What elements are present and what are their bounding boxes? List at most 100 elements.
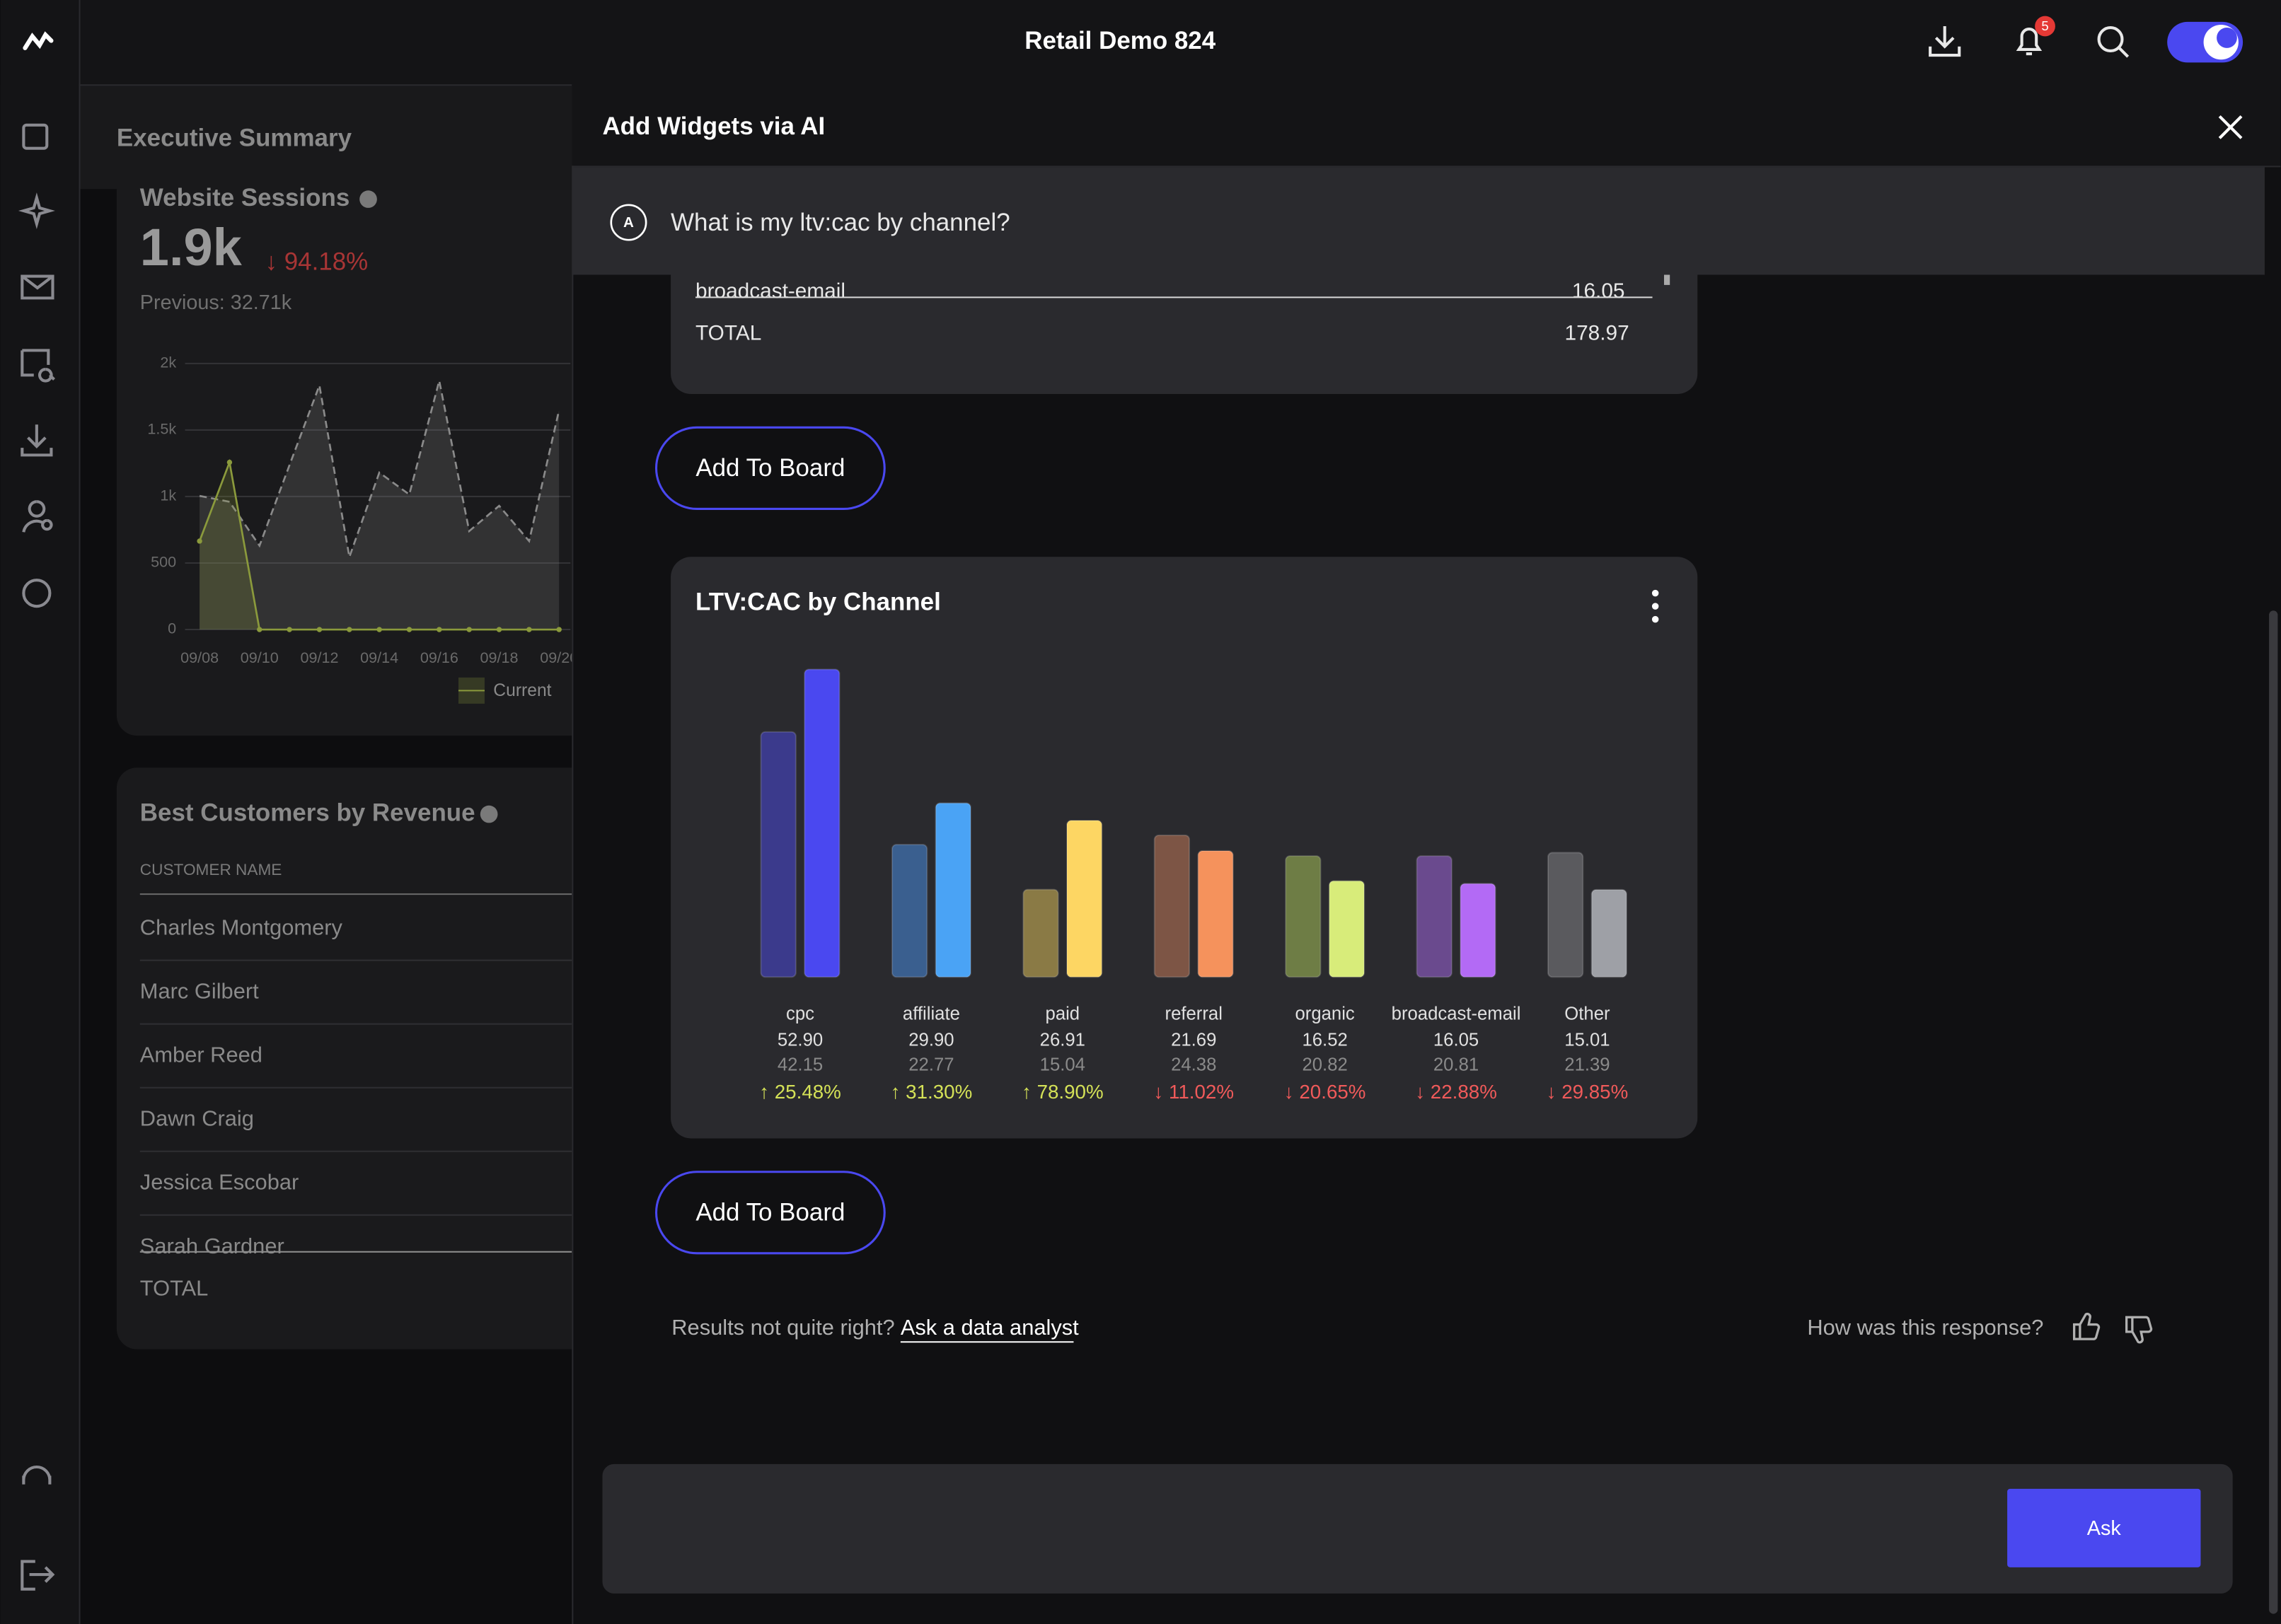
area bbox=[200, 462, 560, 630]
bar bbox=[804, 668, 841, 978]
customers-card bbox=[116, 767, 597, 1350]
close-button[interactable] bbox=[2218, 115, 2243, 139]
change-label: ↓ 11.02% bbox=[1153, 1081, 1234, 1103]
value-label: 15.01 bbox=[1564, 1031, 1610, 1050]
bar bbox=[1066, 820, 1103, 978]
category-label: affiliate bbox=[903, 1004, 960, 1024]
thumbs-up[interactable] bbox=[2072, 1313, 2101, 1340]
kebab-menu[interactable] bbox=[1651, 589, 1659, 623]
moon-icon bbox=[2217, 28, 2237, 48]
ask-button-label: Ask bbox=[2087, 1517, 2122, 1540]
kpi-value: 1.9k bbox=[140, 218, 243, 277]
nav-icon[interactable] bbox=[22, 500, 53, 533]
download-icon[interactable] bbox=[1929, 25, 1961, 57]
bar bbox=[1022, 888, 1059, 978]
widget-title: Website Sessions bbox=[140, 184, 350, 211]
add-button[interactable] bbox=[654, 426, 886, 510]
table-cell: 16.05 bbox=[1572, 279, 1625, 303]
point bbox=[257, 627, 262, 632]
x-tick-label: 09/08 bbox=[180, 649, 219, 666]
point bbox=[526, 627, 532, 632]
add-button[interactable] bbox=[654, 1171, 886, 1255]
legend-label: Current bbox=[493, 681, 551, 700]
nav-icon[interactable] bbox=[18, 192, 55, 230]
change-label: ↓ 22.88% bbox=[1415, 1081, 1497, 1103]
bell-icon[interactable] bbox=[2016, 28, 2043, 56]
kpi-change: ↓ 94.18% bbox=[265, 248, 369, 275]
question: What is my ltv:cac by channel? bbox=[671, 209, 1010, 236]
bar bbox=[1590, 888, 1627, 978]
bar bbox=[1460, 883, 1496, 978]
category-label: paid bbox=[1046, 1004, 1080, 1024]
table-cell: broadcast-email bbox=[695, 279, 845, 303]
search-icon bbox=[2118, 47, 2130, 58]
y-tick-label: 1.5k bbox=[147, 420, 176, 438]
search-icon[interactable] bbox=[2097, 25, 2124, 52]
x-tick-label: 09/12 bbox=[300, 649, 338, 666]
ltv-chart: cpc 52.90 42.15 ↑ 25.48% affiliate 29.90 22.77… bbox=[759, 668, 1629, 1103]
sidebar bbox=[0, 0, 79, 1624]
bar bbox=[1416, 855, 1453, 978]
point bbox=[376, 627, 382, 632]
previous-value-label: 24.38 bbox=[1171, 1055, 1216, 1074]
previous-value-label: 21.39 bbox=[1564, 1055, 1610, 1074]
value-label: 21.69 bbox=[1171, 1031, 1216, 1050]
area bbox=[200, 381, 560, 630]
ask-button[interactable] bbox=[2007, 1488, 2201, 1567]
change-label: ↓ 20.65% bbox=[1284, 1081, 1366, 1103]
previous-value-label: 15.04 bbox=[1040, 1055, 1085, 1074]
scrollbar bbox=[2269, 610, 2278, 1614]
customer-name: Amber Reed bbox=[140, 1043, 262, 1067]
x-tick-label: 09/10 bbox=[241, 649, 279, 666]
panel-scroll: broadcast-email 16.05 bbox=[671, 274, 1698, 395]
analyst-link[interactable]: Ask a data analyst bbox=[901, 1315, 1079, 1340]
y-tick-label: 2k bbox=[160, 354, 176, 371]
category-label: cpc bbox=[786, 1004, 814, 1024]
top-bar bbox=[0, 0, 2281, 85]
nav-icon[interactable] bbox=[21, 424, 53, 457]
customer-name: Charles Montgomery bbox=[140, 915, 343, 940]
previous-value-label: 42.15 bbox=[778, 1055, 823, 1074]
nav-icon[interactable] bbox=[21, 274, 54, 300]
table-total: TOTAL bbox=[695, 322, 761, 345]
nav-icon[interactable] bbox=[21, 349, 55, 383]
x-tick-label: 09/18 bbox=[480, 649, 519, 666]
add-button-label: Add To Board bbox=[695, 454, 845, 482]
change-label: ↓ 29.85% bbox=[1547, 1081, 1629, 1103]
customer-name: Sarah Gardner bbox=[140, 1234, 284, 1258]
nav-icon[interactable] bbox=[22, 123, 49, 150]
change-label: ↑ 25.48% bbox=[759, 1081, 841, 1103]
y-tick-label: 0 bbox=[168, 620, 176, 637]
point bbox=[406, 627, 412, 632]
point bbox=[226, 459, 233, 465]
panel-header bbox=[572, 84, 2281, 166]
plot-area bbox=[185, 362, 571, 632]
point bbox=[287, 627, 292, 632]
table-card bbox=[671, 274, 1698, 395]
y-tick-label: 1k bbox=[160, 487, 176, 504]
nav-icon[interactable] bbox=[21, 1560, 55, 1591]
scrollbar bbox=[1663, 274, 1670, 285]
chart-title: LTV:CAC by Channel bbox=[695, 588, 941, 615]
add-button-label: Add To Board bbox=[695, 1199, 845, 1226]
nav-icon[interactable] bbox=[22, 1466, 52, 1485]
prompt-input[interactable] bbox=[602, 1463, 2233, 1594]
category-label: Other bbox=[1564, 1004, 1610, 1024]
footer-prompt: Results not quite right? bbox=[671, 1315, 894, 1340]
info-icon[interactable] bbox=[359, 190, 377, 208]
dashboard-title: Executive Summary bbox=[117, 124, 352, 152]
customer-rows: Charles Montgomery Marc Gilbert Amber Reed… bbox=[139, 915, 572, 1258]
nav-icon[interactable] bbox=[22, 579, 52, 608]
thumbs-down[interactable] bbox=[2125, 1316, 2153, 1344]
info-icon[interactable] bbox=[480, 805, 498, 823]
logo[interactable] bbox=[23, 31, 54, 50]
x-tick-label: 09/20 bbox=[540, 649, 578, 666]
avatar bbox=[610, 204, 647, 241]
point bbox=[437, 627, 442, 632]
total-label: TOTAL bbox=[140, 1275, 209, 1300]
sessions-chart: 0 500 1k 1.5k 2k 09/08 09/10 09/12 09/14 09/16 09/… bbox=[147, 354, 578, 704]
value-label: 26.91 bbox=[1040, 1031, 1085, 1050]
point bbox=[347, 627, 352, 632]
